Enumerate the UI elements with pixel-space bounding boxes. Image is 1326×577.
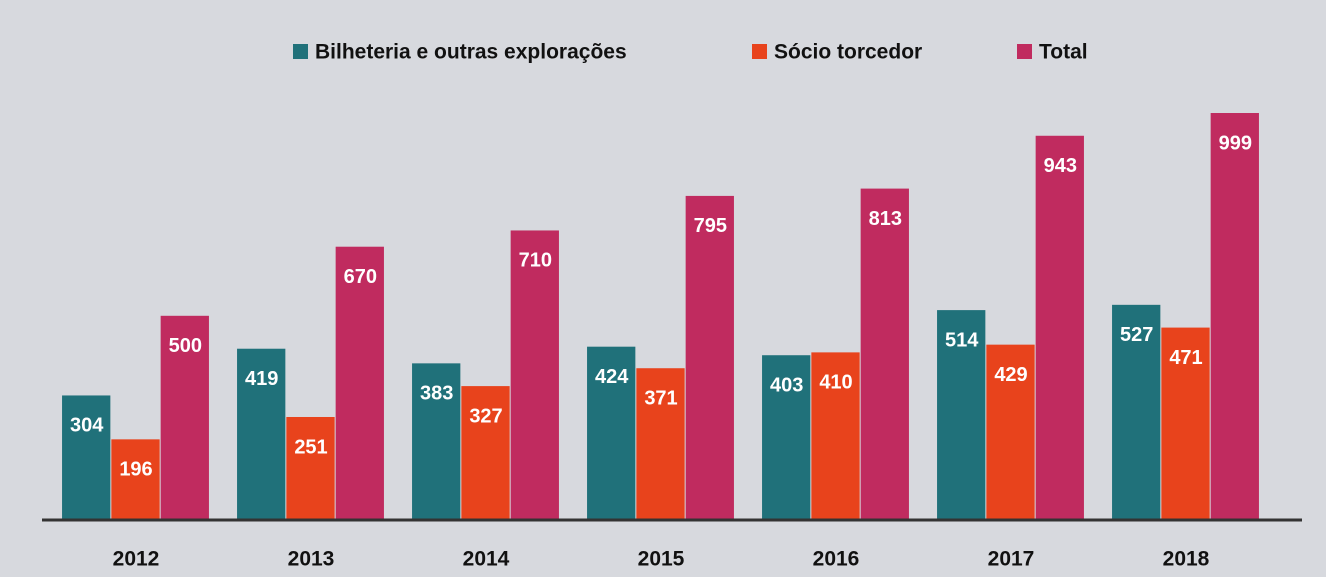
bar <box>685 195 734 520</box>
bar <box>811 352 860 519</box>
data-label: 327 <box>469 405 502 427</box>
bar <box>1161 327 1210 519</box>
bar <box>986 344 1035 519</box>
bar <box>286 416 335 519</box>
x-tick-label: 2014 <box>463 548 510 571</box>
bar <box>636 368 685 519</box>
data-label: 514 <box>945 329 979 351</box>
bar <box>510 230 559 519</box>
data-label: 670 <box>344 266 377 288</box>
data-label: 429 <box>994 364 1027 386</box>
legend-swatch <box>293 44 308 59</box>
x-tick-label: 2015 <box>638 548 685 571</box>
legend-label: Total <box>1039 41 1088 64</box>
bar <box>762 355 811 519</box>
bar <box>160 315 209 519</box>
bar <box>587 346 636 519</box>
data-label: 424 <box>595 366 629 388</box>
data-label: 795 <box>694 215 727 237</box>
legend-label: Bilheteria e outras explorações <box>315 41 627 64</box>
data-label: 813 <box>869 208 902 230</box>
x-tick-label: 2016 <box>813 548 860 571</box>
data-label: 410 <box>819 372 852 394</box>
data-label: 710 <box>519 250 552 272</box>
bar <box>237 348 286 519</box>
data-label: 304 <box>70 415 104 437</box>
data-label: 383 <box>420 383 453 405</box>
data-label: 419 <box>245 368 278 390</box>
bar <box>62 395 111 519</box>
legend-label: Sócio torcedor <box>774 41 922 64</box>
legend-swatch <box>752 44 767 59</box>
data-label: 943 <box>1044 155 1077 177</box>
bar <box>1035 135 1084 519</box>
bar <box>111 439 160 519</box>
x-tick-label: 2018 <box>1163 548 1210 571</box>
legend-swatch <box>1017 44 1032 59</box>
data-label: 371 <box>644 388 677 410</box>
data-label: 527 <box>1120 324 1153 346</box>
x-tick-label: 2017 <box>988 548 1035 571</box>
bar <box>860 188 909 519</box>
bar <box>1210 113 1259 519</box>
bar <box>412 363 461 519</box>
x-tick-label: 2012 <box>113 548 160 571</box>
bar <box>335 246 384 519</box>
x-tick-label: 2013 <box>288 548 335 571</box>
data-label: 403 <box>770 375 803 397</box>
data-label: 251 <box>294 436 327 458</box>
data-label: 471 <box>1169 347 1202 369</box>
data-label: 196 <box>119 459 152 481</box>
bar <box>937 310 986 519</box>
data-label: 500 <box>169 335 202 357</box>
bar <box>461 386 510 519</box>
data-label: 999 <box>1219 132 1252 154</box>
bar <box>1112 304 1161 519</box>
